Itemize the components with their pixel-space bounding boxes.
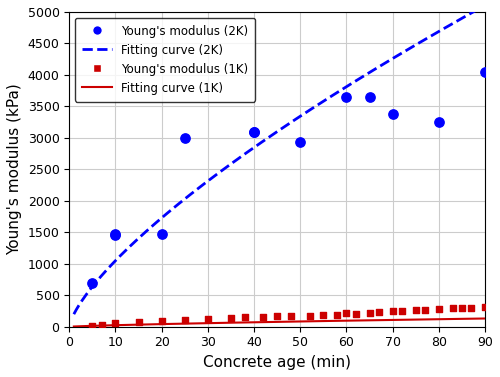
- Fitting curve (2K): [294, 116, 300, 121]
- Young's modulus (1K): [180, 317, 188, 323]
- Young's modulus (1K): [468, 305, 475, 311]
- Fitting curve (2K): [472, 9, 478, 13]
- Fitting curve (1K): [266, 320, 272, 324]
- Young's modulus (2K): [435, 118, 443, 124]
- Legend: Young's modulus (2K), Fitting curve (2K), Young's modulus (1K), Fitting curve (1: Young's modulus (2K), Fitting curve (2K)…: [75, 18, 256, 102]
- Young's modulus (1K): [241, 314, 249, 320]
- Young's modulus (1K): [333, 312, 341, 318]
- Young's modulus (1K): [449, 305, 457, 311]
- Fitting curve (1K): [294, 319, 300, 324]
- Fitting curve (1K): [472, 316, 478, 321]
- Fitting curve (2K): [408, 45, 414, 50]
- Young's modulus (1K): [88, 323, 96, 329]
- Fitting curve (1K): [316, 319, 322, 323]
- Young's modulus (2K): [296, 139, 304, 145]
- Fitting curve (2K): [268, 133, 274, 138]
- Young's modulus (1K): [412, 307, 420, 313]
- Young's modulus (1K): [342, 310, 350, 316]
- Young's modulus (2K): [112, 233, 120, 239]
- Young's modulus (2K): [388, 111, 396, 117]
- Young's modulus (1K): [388, 308, 396, 314]
- Fitting curve (2K): [316, 102, 322, 107]
- Fitting curve (1K): [482, 316, 488, 321]
- Young's modulus (2K): [158, 231, 166, 237]
- Young's modulus (1K): [306, 313, 314, 319]
- Young's modulus (1K): [273, 313, 281, 319]
- Young's modulus (1K): [375, 309, 383, 315]
- X-axis label: Concrete age (min): Concrete age (min): [203, 355, 351, 370]
- Fitting curve (1K): [408, 317, 414, 322]
- Fitting curve (2K): [482, 3, 488, 8]
- Young's modulus (1K): [134, 319, 142, 325]
- Young's modulus (2K): [88, 280, 96, 286]
- Line: Fitting curve (1K): Fitting curve (1K): [74, 319, 485, 326]
- Young's modulus (1K): [481, 303, 489, 310]
- Young's modulus (1K): [227, 315, 235, 321]
- Fitting curve (1K): [71, 324, 77, 329]
- Y-axis label: Young's modulus (kPa): Young's modulus (kPa): [7, 83, 22, 255]
- Young's modulus (1K): [98, 322, 106, 328]
- Young's modulus (1K): [260, 314, 268, 320]
- Young's modulus (2K): [250, 129, 258, 135]
- Line: Fitting curve (2K): Fitting curve (2K): [74, 5, 485, 314]
- Fitting curve (1K): [268, 320, 274, 324]
- Fitting curve (2K): [266, 135, 272, 139]
- Young's modulus (1K): [458, 305, 466, 311]
- Fitting curve (2K): [71, 312, 77, 316]
- Young's modulus (2K): [112, 231, 120, 237]
- Young's modulus (1K): [320, 312, 328, 318]
- Young's modulus (2K): [250, 129, 258, 135]
- Young's modulus (1K): [421, 307, 429, 313]
- Young's modulus (1K): [398, 308, 406, 314]
- Young's modulus (1K): [112, 320, 120, 326]
- Young's modulus (1K): [352, 311, 360, 317]
- Young's modulus (1K): [366, 310, 374, 316]
- Young's modulus (2K): [481, 69, 489, 75]
- Young's modulus (1K): [158, 318, 166, 324]
- Young's modulus (1K): [435, 305, 443, 311]
- Young's modulus (1K): [204, 316, 212, 322]
- Young's modulus (2K): [366, 94, 374, 100]
- Young's modulus (1K): [287, 313, 295, 319]
- Young's modulus (2K): [342, 94, 350, 100]
- Young's modulus (2K): [180, 135, 188, 141]
